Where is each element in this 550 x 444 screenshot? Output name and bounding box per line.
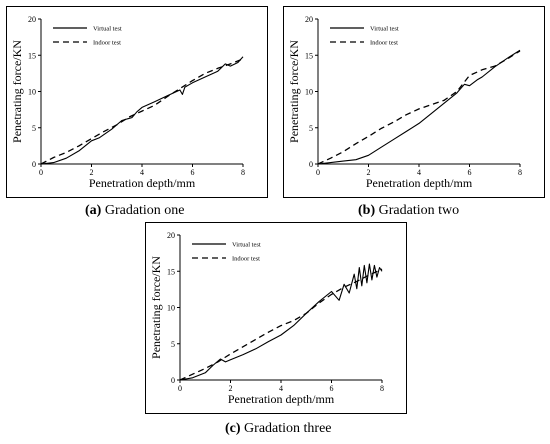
y-axis-label: Penetrating force/KN [10,40,24,143]
caption-text: Gradation two [375,203,460,218]
x-tick-label: 6 [191,168,195,177]
chart-panel-gradation-one: 0 5 10 15 20 0 2 4 6 8 Penetration depth/mm Penetra… [6,6,268,198]
x-axis-label: Penetration depth/mm [228,392,335,406]
series-line-indoor-test [317,50,521,165]
chart-gradation-two: 0 5 10 15 20 0 2 4 6 8 Penetration depth/mm Penetra… [287,15,522,190]
y-tick-label: 10 [167,304,175,313]
y-tick-label: 0 [32,160,36,169]
legend-label: Virtual test [370,26,399,33]
caption-label: (b) [358,203,376,218]
x-tick-label: 2 [367,168,371,177]
series-line-indoor-test [40,58,244,165]
series-line-virtual-test [317,49,521,165]
series-line-indoor-test [179,268,383,381]
chart-panel-gradation-two: 0 5 10 15 20 0 2 4 6 8 Penetration depth/mm Penetra… [283,6,545,198]
y-tick-label: 15 [167,267,175,276]
y-tick-label: 0 [171,376,175,385]
y-axis-label: Penetrating force/KN [287,40,301,143]
chart-gradation-one: 0 5 10 15 20 0 2 4 6 8 Penetration depth/mm Penetra… [10,15,245,190]
series-line-virtual-test [179,263,383,381]
x-tick-label: 6 [330,384,334,393]
x-tick-label: 0 [316,168,320,177]
x-tick-label: 8 [380,384,384,393]
caption-label: (a) [85,203,102,218]
y-tick-label: 5 [32,124,36,133]
y-tick-label: 20 [167,231,175,240]
legend-label: Virtual test [93,26,122,33]
y-axis-label: Penetrating force/KN [149,256,163,359]
y-tick-label: 5 [309,124,313,133]
x-tick-label: 4 [279,384,283,393]
y-tick-label: 10 [28,88,36,97]
y-tick-label: 20 [305,15,313,24]
caption-text: Gradation one [101,203,185,218]
x-tick-label: 4 [140,168,144,177]
chart-panel-gradation-three: 0 5 10 15 20 0 2 4 6 8 Penetration depth/mm Penetra… [145,222,407,414]
caption-gradation-one: (a) Gradation one [85,203,185,219]
x-axis-label: Penetration depth/mm [89,176,196,190]
x-tick-label: 6 [468,168,472,177]
x-axis-label: Penetration depth/mm [366,176,473,190]
series-line-virtual-test [40,56,244,165]
legend-label: Indoor test [370,40,398,47]
legend-label: Indoor test [93,40,121,47]
x-tick-label: 0 [39,168,43,177]
legend-label: Indoor test [232,256,260,263]
x-tick-label: 8 [518,168,522,177]
caption-gradation-three: (c) Gradation three [225,421,332,437]
y-tick-label: 15 [305,51,313,60]
caption-text: Gradation three [240,421,332,436]
y-tick-label: 5 [171,340,175,349]
x-tick-label: 2 [229,384,233,393]
y-tick-label: 0 [309,160,313,169]
x-tick-label: 2 [90,168,94,177]
chart-gradation-three: 0 5 10 15 20 0 2 4 6 8 Penetration depth/mm Penetra… [149,231,384,406]
y-tick-label: 10 [305,88,313,97]
caption-gradation-two: (b) Gradation two [358,203,459,219]
y-tick-label: 15 [28,51,36,60]
y-tick-label: 20 [28,15,36,24]
caption-label: (c) [225,421,241,436]
x-tick-label: 4 [417,168,421,177]
x-tick-label: 8 [241,168,245,177]
x-tick-label: 0 [178,384,182,393]
legend-label: Virtual test [232,242,261,249]
